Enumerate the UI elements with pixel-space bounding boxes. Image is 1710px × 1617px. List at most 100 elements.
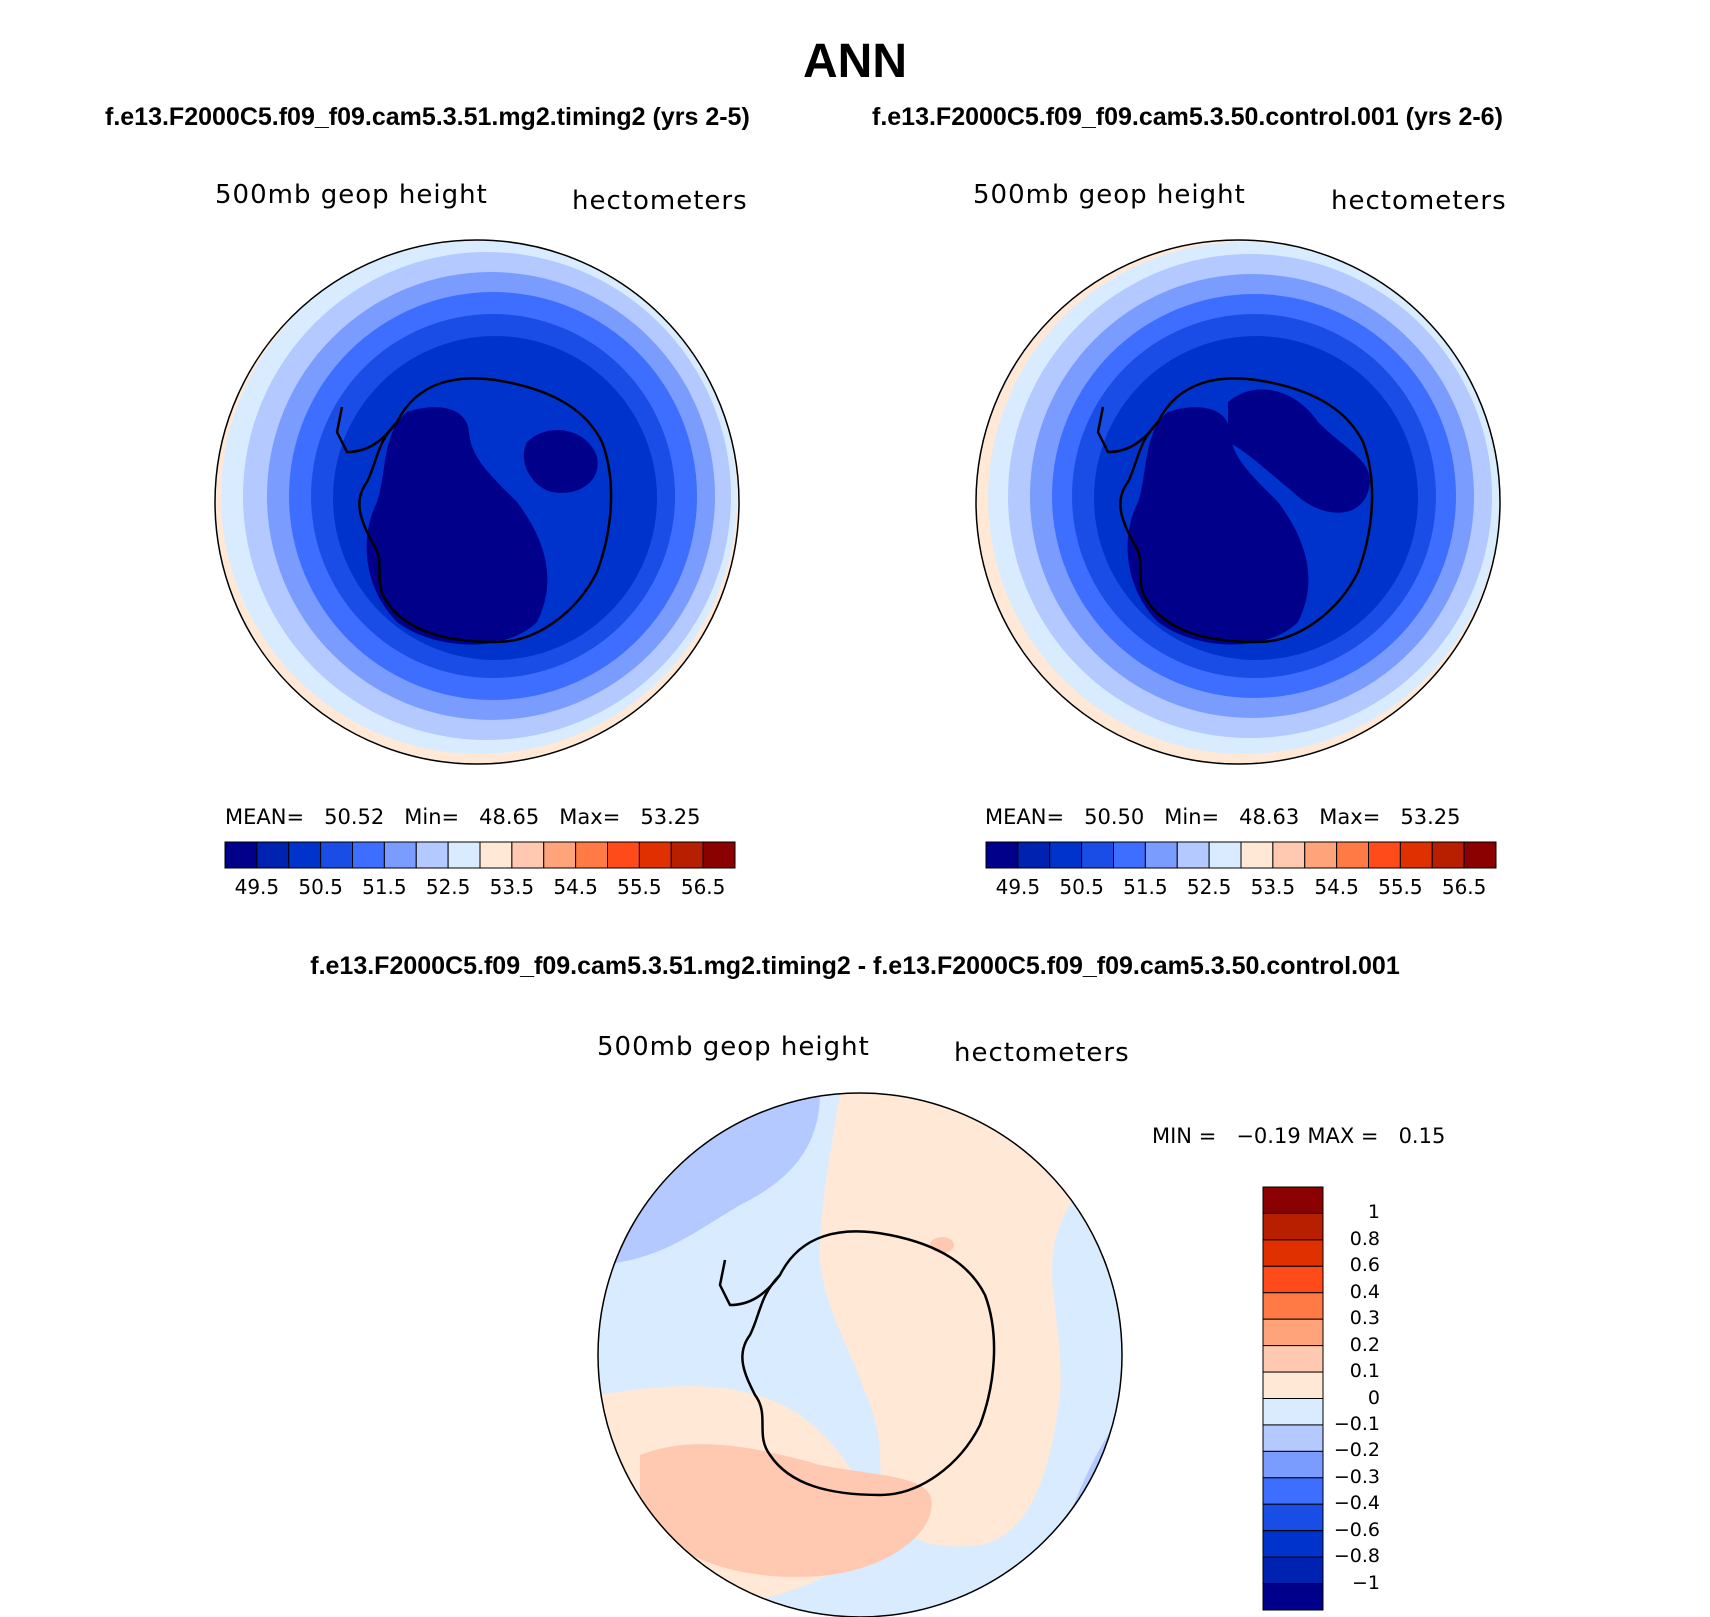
diff-colorbar-tick-label: 0.8 bbox=[1349, 1227, 1380, 1250]
test-colorbar-swatch bbox=[224, 841, 258, 869]
test-colorbar-ticks: 49.5 50.5 51.5 52.5 53.5 54.5 55.5 56.5 bbox=[225, 875, 735, 905]
diff-colorbar-swatch bbox=[1262, 1371, 1324, 1399]
test-colorbar-swatch bbox=[575, 841, 608, 869]
test-colorbar-tick-label: 55.5 bbox=[617, 875, 662, 899]
control-colorbar-swatch bbox=[1144, 841, 1178, 869]
diff-colorbar-swatch bbox=[1262, 1450, 1324, 1479]
control-colorbar-swatch bbox=[1463, 841, 1497, 869]
control-map bbox=[975, 239, 1501, 765]
diff-colorbar-swatch bbox=[1262, 1424, 1324, 1452]
diff-colorbar bbox=[1262, 1186, 1324, 1611]
min-label: Min= bbox=[404, 805, 460, 829]
diff-variable-label: 500mb geop height bbox=[597, 1032, 870, 1062]
control-colorbar-swatch bbox=[1304, 841, 1338, 869]
diff-colorbar-swatch bbox=[1262, 1503, 1324, 1532]
diff-colorbar-swatch bbox=[1262, 1186, 1324, 1214]
test-colorbar-swatch bbox=[256, 841, 290, 869]
test-colorbar-tick-label: 53.5 bbox=[489, 875, 535, 899]
control-colorbar-swatch bbox=[1399, 841, 1433, 869]
diff-colorbar-swatch bbox=[1262, 1530, 1324, 1558]
diff-colorbar-swatch bbox=[1262, 1477, 1324, 1505]
control-colorbar-swatch bbox=[1272, 841, 1306, 869]
test-colorbar-swatch bbox=[383, 841, 417, 869]
control-colorbar-swatch bbox=[1208, 841, 1242, 869]
control-variable-label: 500mb geop height bbox=[973, 180, 1246, 210]
control-colorbar-ticks: 49.5 50.5 51.5 52.5 53.5 54.5 55.5 56.5 bbox=[986, 875, 1496, 905]
diff-colorbar-tick-label: 0.2 bbox=[1349, 1333, 1380, 1356]
test-colorbar-tick-label: 52.5 bbox=[425, 875, 471, 899]
diff-colorbar-swatch bbox=[1262, 1345, 1324, 1373]
test-map bbox=[214, 239, 740, 765]
diff-colorbar-tick-label: −0.8 bbox=[1333, 1545, 1380, 1568]
diff-colorbar-tick-label: 0.1 bbox=[1349, 1360, 1380, 1383]
test-colorbar-swatch bbox=[638, 841, 672, 869]
test-colorbar-tick-label: 56.5 bbox=[680, 875, 726, 899]
diff-colorbar-swatch bbox=[1262, 1239, 1324, 1267]
test-colorbar-swatch bbox=[670, 841, 704, 869]
control-colorbar-tick-label: 51.5 bbox=[1123, 875, 1168, 899]
test-colorbar-swatch bbox=[320, 841, 353, 869]
test-case-title: f.e13.F2000C5.f09_f09.cam5.3.51.mg2.timi… bbox=[105, 103, 750, 131]
control-colorbar-tick-label: 53.5 bbox=[1250, 875, 1296, 899]
control-case-title: f.e13.F2000C5.f09_f09.cam5.3.50.control.… bbox=[872, 103, 1503, 131]
control-colorbar-tick-label: 55.5 bbox=[1378, 875, 1423, 899]
test-colorbar-swatch bbox=[352, 841, 385, 869]
diff-max-value: 0.15 bbox=[1398, 1124, 1446, 1148]
max-label: Max= bbox=[559, 805, 621, 829]
main-title: ANN bbox=[803, 35, 907, 88]
diff-colorbar-tick-label: −0.4 bbox=[1333, 1492, 1380, 1515]
test-units-label: hectometers bbox=[572, 186, 748, 216]
min-value: 48.63 bbox=[1239, 805, 1300, 829]
diff-colorbar-swatch bbox=[1262, 1398, 1324, 1426]
control-colorbar bbox=[985, 841, 1497, 869]
diff-max-label: MAX = bbox=[1307, 1124, 1379, 1148]
control-colorbar-swatch bbox=[1336, 841, 1369, 869]
diff-colorbar-tick-label: 1 bbox=[1367, 1201, 1380, 1224]
min-label: Min= bbox=[1164, 805, 1220, 829]
diff-stats: MIN = −0.19 MAX = 0.15 bbox=[1152, 1124, 1445, 1148]
control-colorbar-tick-label: 56.5 bbox=[1441, 875, 1487, 899]
test-stats: MEAN= 50.52 Min= 48.65 Max= 53.25 bbox=[225, 805, 700, 829]
diff-colorbar-tick-label: −0.6 bbox=[1333, 1518, 1380, 1541]
test-colorbar-tick-label: 49.5 bbox=[234, 875, 280, 899]
control-colorbar-swatch bbox=[1368, 841, 1401, 869]
test-colorbar-tick-label: 51.5 bbox=[362, 875, 407, 899]
test-colorbar-swatch bbox=[702, 841, 736, 869]
diff-colorbar-swatch bbox=[1262, 1212, 1324, 1241]
diff-min-label: MIN = bbox=[1152, 1124, 1217, 1148]
diff-min-value: −0.19 bbox=[1236, 1124, 1301, 1148]
max-value: 53.25 bbox=[640, 805, 701, 829]
control-colorbar-swatch bbox=[1431, 841, 1465, 869]
diff-colorbar-tick-label: −0.3 bbox=[1333, 1465, 1380, 1488]
diff-colorbar-swatch bbox=[1262, 1265, 1324, 1294]
control-colorbar-tick-label: 52.5 bbox=[1186, 875, 1232, 899]
diff-colorbar-tick-label: 0.3 bbox=[1349, 1307, 1380, 1330]
control-colorbar-swatch bbox=[1017, 841, 1051, 869]
diff-units-label: hectometers bbox=[954, 1038, 1130, 1068]
diff-colorbar-tick-label: 0.4 bbox=[1349, 1280, 1380, 1303]
diff-colorbar-swatch bbox=[1262, 1556, 1324, 1585]
test-colorbar-tick-label: 50.5 bbox=[298, 875, 343, 899]
control-colorbar-swatch bbox=[1176, 841, 1210, 869]
max-value: 53.25 bbox=[1400, 805, 1461, 829]
diff-colorbar-tick-label: −1 bbox=[1351, 1571, 1380, 1594]
test-colorbar-swatch bbox=[447, 841, 481, 869]
diff-map bbox=[597, 1092, 1123, 1617]
control-colorbar-swatch bbox=[1081, 841, 1114, 869]
control-colorbar-tick-label: 54.5 bbox=[1314, 875, 1359, 899]
control-colorbar-tick-label: 50.5 bbox=[1059, 875, 1104, 899]
test-colorbar-swatch bbox=[511, 841, 545, 869]
test-variable-label: 500mb geop height bbox=[215, 180, 488, 210]
diff-colorbar-tick-label: −0.2 bbox=[1333, 1439, 1380, 1462]
min-value: 48.65 bbox=[479, 805, 540, 829]
test-colorbar-swatch bbox=[543, 841, 577, 869]
mean-label: MEAN= bbox=[225, 805, 305, 829]
control-colorbar-tick-label: 49.5 bbox=[995, 875, 1041, 899]
diff-title: f.e13.F2000C5.f09_f09.cam5.3.51.mg2.timi… bbox=[310, 952, 1400, 980]
diff-colorbar-tick-label: −0.1 bbox=[1333, 1412, 1380, 1435]
mean-value: 50.52 bbox=[324, 805, 385, 829]
test-colorbar-tick-label: 54.5 bbox=[553, 875, 598, 899]
test-colorbar bbox=[224, 841, 736, 869]
diff-colorbar-swatch bbox=[1262, 1318, 1324, 1347]
diff-colorbar-tick-label: 0 bbox=[1367, 1386, 1380, 1409]
